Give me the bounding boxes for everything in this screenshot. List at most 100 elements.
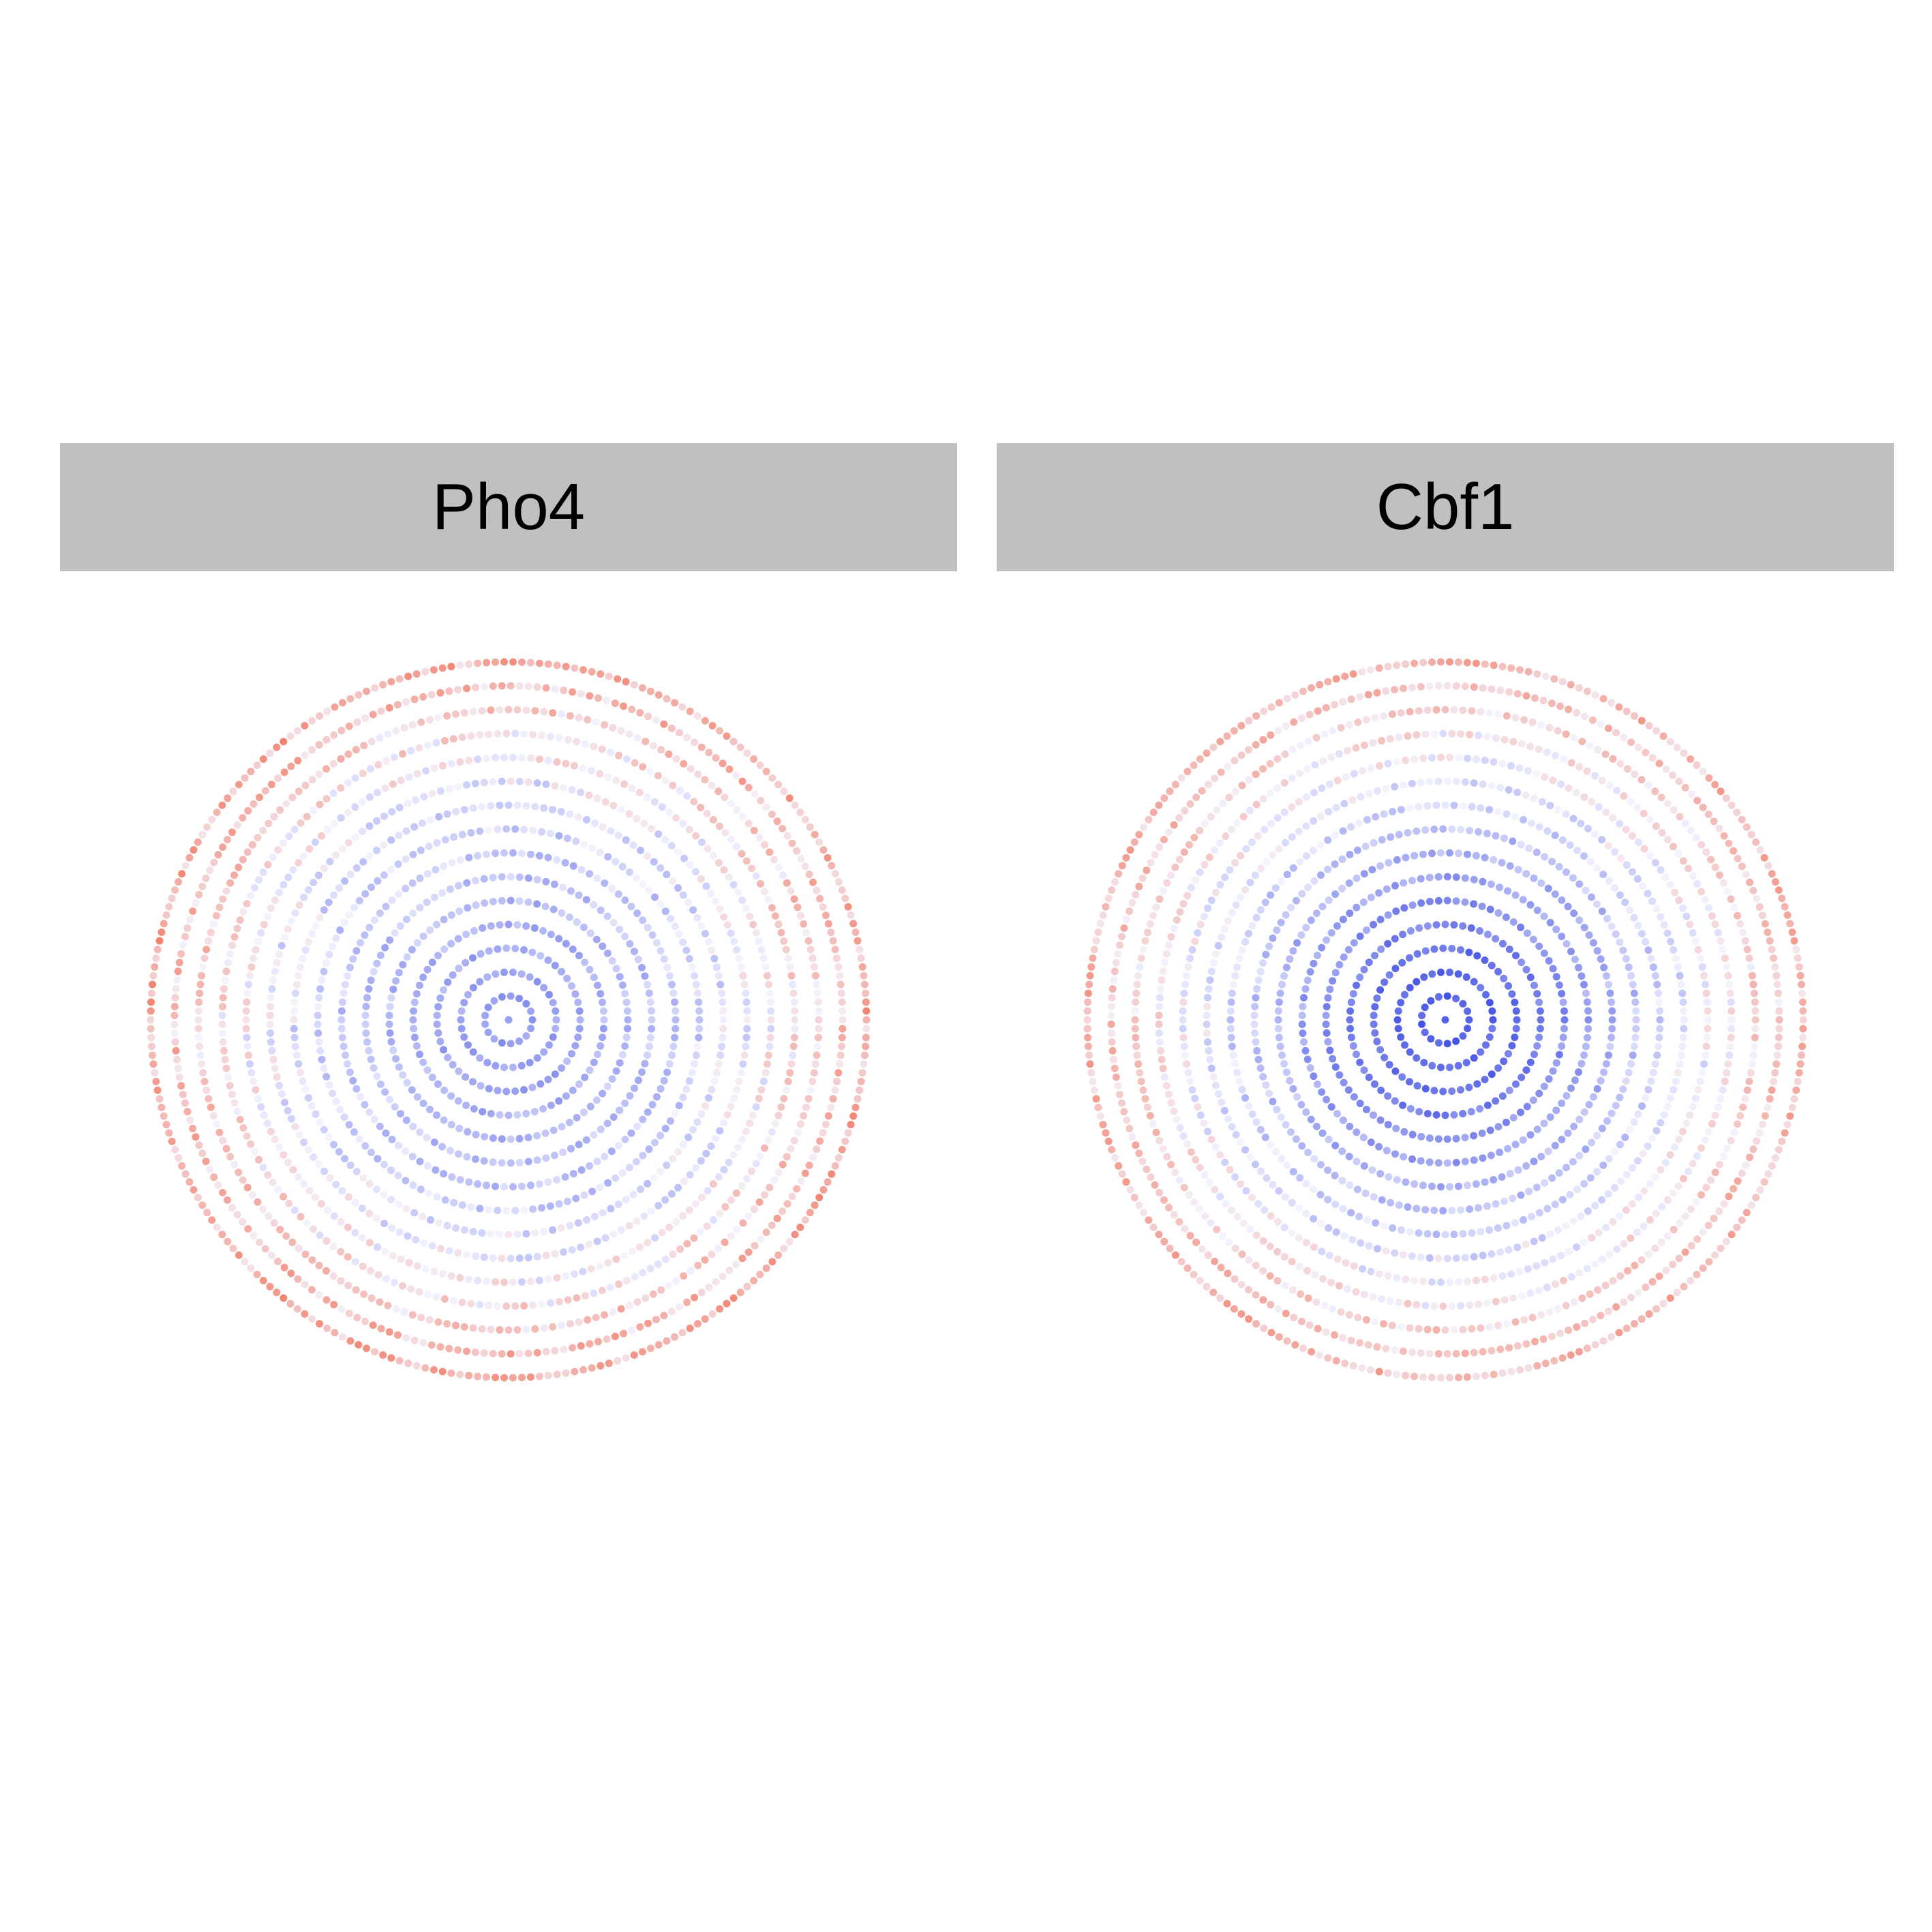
data-point: [806, 1209, 814, 1217]
data-point: [1509, 918, 1518, 926]
data-point: [1203, 1029, 1211, 1037]
data-point: [1699, 768, 1707, 776]
data-point: [1425, 873, 1434, 881]
data-point: [652, 1316, 660, 1324]
data-point: [1748, 1060, 1756, 1068]
data-point: [1434, 682, 1443, 690]
data-point: [1666, 738, 1674, 746]
data-point: [528, 948, 537, 956]
data-point: [1730, 1128, 1738, 1136]
data-point: [260, 920, 268, 929]
data-point: [1522, 870, 1530, 878]
data-point: [1222, 832, 1230, 841]
data-point: [535, 1372, 543, 1380]
data-point: [1488, 961, 1496, 969]
data-point: [511, 944, 519, 952]
data-point: [338, 998, 346, 1006]
data-point: [679, 1141, 687, 1149]
data-point: [1580, 1051, 1588, 1059]
data-point: [667, 1308, 676, 1316]
data-point: [517, 970, 526, 978]
data-point: [1452, 897, 1460, 905]
data-point: [1674, 849, 1682, 858]
data-point: [235, 781, 243, 789]
data-point: [544, 756, 552, 764]
facet-strip-cbf1: Cbf1: [997, 443, 1894, 571]
data-point: [709, 1180, 717, 1188]
data-point: [1167, 1099, 1175, 1107]
data-point: [1335, 750, 1343, 758]
data-point: [1631, 998, 1640, 1006]
data-point: [1413, 1082, 1421, 1090]
data-point: [236, 916, 244, 924]
data-point: [857, 1078, 865, 1085]
data-point: [1190, 1198, 1198, 1206]
data-point: [569, 862, 577, 870]
data-point: [1627, 1060, 1635, 1068]
data-point: [1356, 1339, 1364, 1347]
data-point: [389, 985, 397, 993]
data-point: [1533, 1126, 1541, 1134]
data-point: [1261, 1133, 1269, 1141]
data-point: [286, 732, 295, 740]
data-point: [1537, 1016, 1545, 1024]
data-point: [1715, 1160, 1723, 1168]
data-point: [1647, 954, 1655, 963]
data-point: [1563, 1164, 1570, 1172]
data-point: [1254, 1055, 1263, 1063]
data-point: [498, 873, 506, 881]
data-point: [720, 1119, 728, 1127]
data-point: [1507, 1270, 1515, 1278]
data-point: [1573, 709, 1581, 716]
data-point: [428, 1073, 436, 1081]
data-point: [1772, 971, 1781, 980]
data-point: [622, 1033, 631, 1042]
data-point: [527, 1025, 535, 1033]
data-point: [374, 761, 382, 769]
data-point: [1455, 1278, 1462, 1286]
data-point: [1280, 809, 1288, 817]
data-point: [771, 912, 779, 920]
data-point: [386, 1029, 394, 1037]
data-point: [149, 1051, 157, 1059]
data-point: [586, 929, 594, 937]
data-point: [1190, 761, 1198, 769]
data-point: [1213, 1226, 1221, 1234]
data-point: [1457, 946, 1464, 954]
data-point: [360, 1290, 368, 1298]
data-point: [1170, 821, 1178, 829]
data-point: [1171, 1168, 1179, 1177]
data-point: [1392, 1124, 1400, 1132]
data-point: [243, 998, 251, 1006]
data-point: [476, 1205, 484, 1213]
data-point: [1500, 834, 1508, 843]
data-point: [1209, 959, 1218, 967]
data-point: [1378, 1196, 1386, 1204]
data-point: [284, 1158, 292, 1166]
data-point: [1370, 1193, 1378, 1201]
data-point: [454, 1249, 462, 1257]
data-point: [270, 813, 278, 821]
data-point: [1201, 1171, 1209, 1179]
data-point: [1764, 929, 1772, 937]
data-point: [373, 1186, 380, 1194]
data-point: [1678, 1042, 1687, 1051]
data-point: [218, 1012, 226, 1019]
data-point: [1535, 1089, 1543, 1098]
data-point: [1325, 808, 1333, 816]
data-point: [607, 1147, 616, 1156]
data-point: [1421, 1301, 1430, 1310]
data-point: [178, 1162, 186, 1170]
data-point: [1395, 1299, 1403, 1306]
data-point: [1156, 1029, 1163, 1037]
data-point: [1464, 1181, 1471, 1190]
data-point: [1107, 1021, 1115, 1028]
data-point: [326, 1174, 334, 1182]
data-point: [344, 1282, 352, 1290]
data-point: [485, 1301, 493, 1310]
data-point: [631, 1273, 639, 1281]
data-point: [1646, 1180, 1654, 1188]
data-point: [581, 740, 589, 748]
data-point: [1237, 851, 1245, 860]
data-point: [1702, 1042, 1710, 1051]
